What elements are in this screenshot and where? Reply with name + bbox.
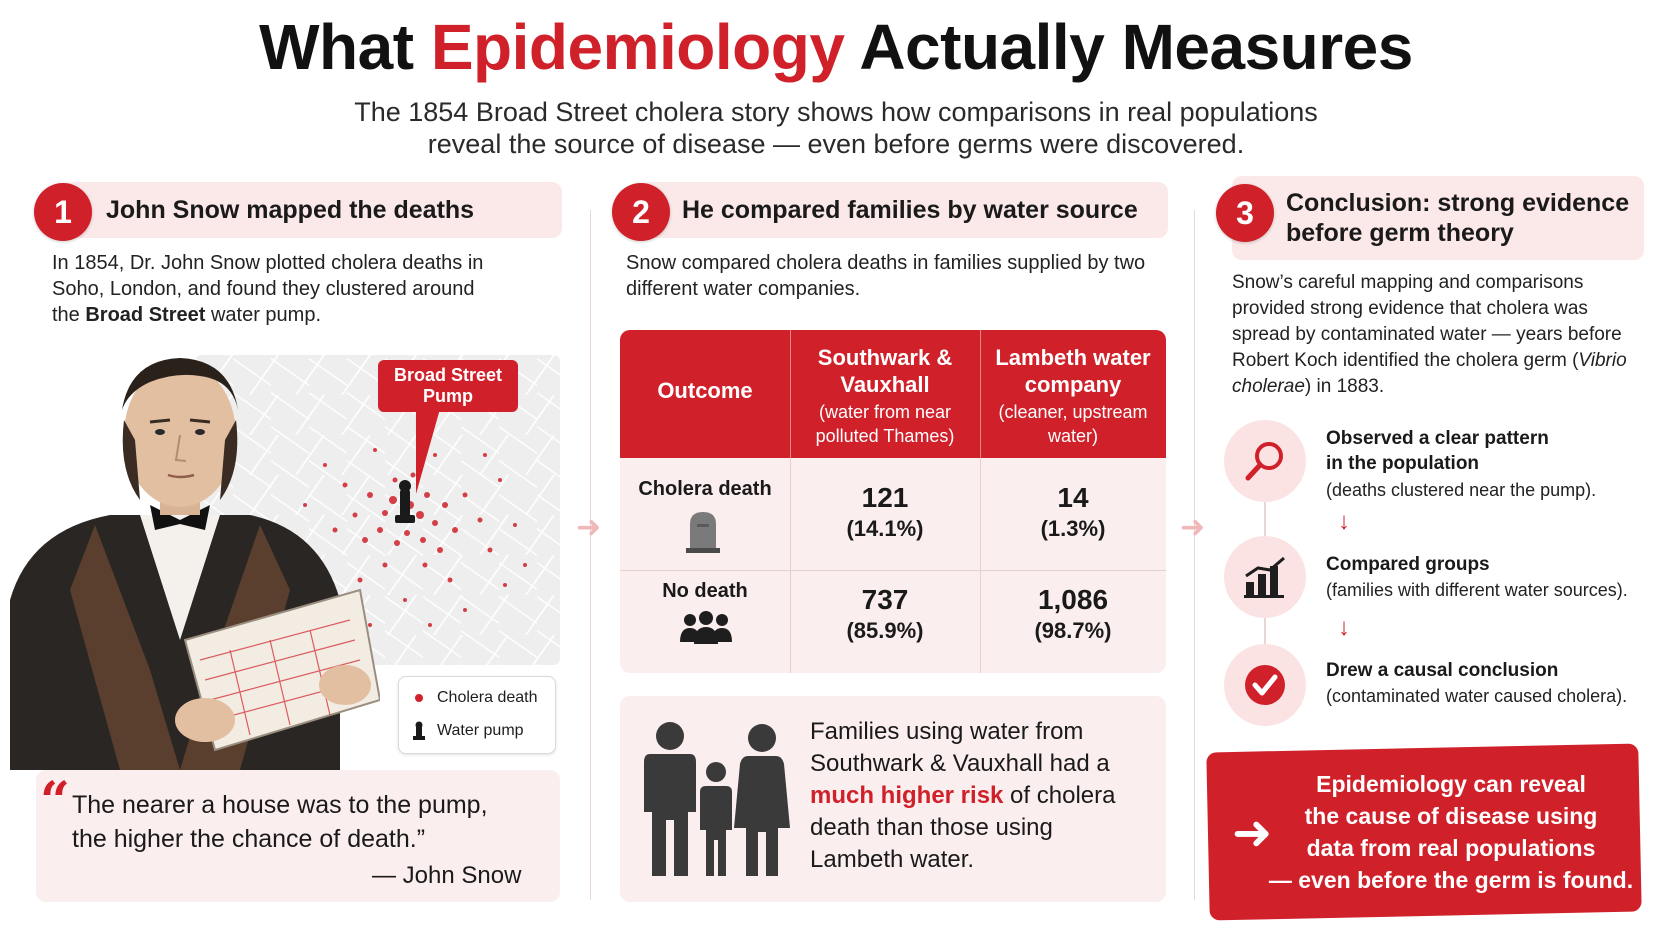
cell-lambeth-survived: 1,086 <box>1037 584 1109 615</box>
section-3-number: 3 <box>1216 184 1274 242</box>
title-accent: Epidemiology <box>430 11 845 83</box>
step-2-circle <box>1224 536 1306 618</box>
title-post: Actually Measures <box>844 11 1413 83</box>
column-sub-lambeth: (cleaner, upstream water) <box>998 402 1148 446</box>
quote-box <box>36 770 560 902</box>
row-label-no-death: No death <box>662 580 748 602</box>
section-2-title: He compared families by water source <box>682 196 1138 224</box>
bar-chart-icon <box>1244 556 1285 598</box>
john-snow-portrait <box>10 358 380 770</box>
step-2-title: Compared groups <box>1326 554 1490 575</box>
column-sub-southwark: (water from near polluted Thames) <box>815 402 955 446</box>
quote-author: — John Snow <box>372 862 522 889</box>
column-divider <box>1194 210 1195 900</box>
map-legend: Cholera death Water pump <box>398 676 556 754</box>
arrow-right-icon: ➜ <box>1180 511 1206 544</box>
legend-item-pump: Water pump <box>411 721 524 741</box>
quote-text: The nearer a house was to the pump, the … <box>72 791 488 853</box>
arrow-right-icon: ➜ <box>576 511 602 544</box>
step-2-desc: (families with different water sources). <box>1326 580 1628 600</box>
cell-lambeth-deaths-pct: (1.3%) <box>1040 516 1106 541</box>
step-3-title: Drew a causal conclusion <box>1326 660 1559 681</box>
checkmark-icon <box>1245 665 1285 705</box>
table-header: Outcome Southwark & Vauxhall (water from… <box>620 330 1166 458</box>
section-3-title: Conclusion: strong evidence before germ … <box>1286 189 1630 247</box>
section-1-number: 1 <box>34 183 92 241</box>
broad-street-callout: Broad Street Pump <box>378 360 518 412</box>
page-title: What Epidemiology Actually Measures <box>0 10 1672 84</box>
row-label-cholera-death: Cholera death <box>638 478 772 500</box>
arrow-down-icon: ↓ <box>1338 508 1350 535</box>
column-header-lambeth: Lambeth water company <box>995 345 1151 397</box>
comparison-table: Outcome Southwark & Vauxhall (water from… <box>620 330 1166 673</box>
section-2-text: Snow compared cholera deaths in families… <box>626 252 1146 300</box>
section-1-header: John Snow mapped the deaths <box>62 182 562 238</box>
cell-lambeth-survived-pct: (98.7%) <box>1034 618 1112 643</box>
quote-mark-icon: “ <box>40 771 70 832</box>
cell-lambeth-deaths: 14 <box>1057 482 1089 513</box>
column-header-southwark: Southwark & Vauxhall <box>817 345 953 397</box>
death-dots <box>293 448 527 627</box>
title-pre: What <box>259 11 431 83</box>
cell-southwark-survived: 737 <box>861 584 909 615</box>
page-subtitle: The 1854 Broad Street cholera story show… <box>0 96 1672 160</box>
legend-item-death: Cholera death <box>411 689 538 707</box>
banner-arrow-icon: ➜ <box>1232 807 1273 860</box>
cell-southwark-deaths-pct: (14.1%) <box>846 516 924 541</box>
people-group-icon <box>680 611 732 644</box>
subtitle-line-1: The 1854 Broad Street cholera story show… <box>354 97 1318 127</box>
pump-icon <box>413 721 425 740</box>
cell-southwark-deaths: 121 <box>861 482 909 513</box>
highlight-higher-risk: much higher risk <box>810 782 1004 809</box>
tombstone-icon <box>686 512 720 553</box>
arrow-down-icon: ↓ <box>1338 614 1350 641</box>
step-3-desc: (contaminated water caused cholera). <box>1326 686 1628 706</box>
section-2-number: 2 <box>612 183 670 241</box>
subtitle-line-2: reveal the source of disease — even befo… <box>427 129 1245 159</box>
column-divider <box>590 210 591 900</box>
step-1-desc: (deaths clustered near the pump). <box>1326 480 1597 500</box>
step-3-circle <box>1224 644 1306 726</box>
family-icon <box>644 722 790 876</box>
magnifier-icon <box>1245 442 1283 481</box>
section-3-header: Conclusion: strong evidence before germ … <box>1232 176 1644 260</box>
section-1-text: In 1854, Dr. John Snow plotted cholera d… <box>52 252 484 326</box>
step-1-title: Observed a clear pattern in the populati… <box>1326 428 1549 474</box>
banner-text: Epidemiology can reveal the cause of dis… <box>1268 771 1634 893</box>
step-1-circle <box>1224 420 1306 502</box>
section-1-title: John Snow mapped the deaths <box>106 196 475 224</box>
column-header-outcome: Outcome <box>657 378 753 403</box>
pump-icon <box>395 480 415 523</box>
section-2-header: He compared families by water source <box>640 182 1168 238</box>
family-summary-text: Families using water from Southwark & Va… <box>810 718 1116 873</box>
cell-southwark-survived-pct: (85.9%) <box>846 618 924 643</box>
red-dot-icon <box>415 694 423 702</box>
section-3-text: Snow’s careful mapping and comparisons p… <box>1232 272 1627 397</box>
